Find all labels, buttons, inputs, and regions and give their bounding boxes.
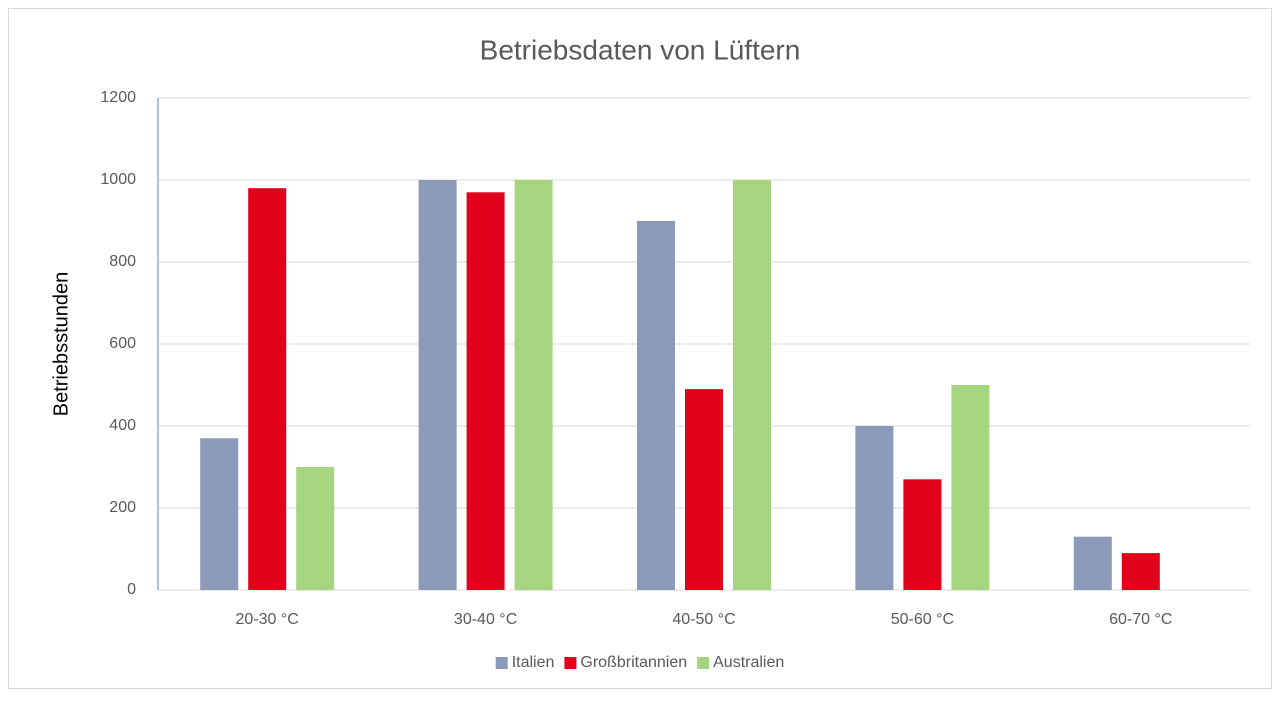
y-tick-label: 1200 bbox=[100, 89, 136, 106]
bar bbox=[637, 221, 675, 590]
bar bbox=[951, 385, 990, 590]
bar bbox=[733, 180, 771, 590]
x-tick-label: 40-50 °C bbox=[672, 611, 735, 628]
x-tick-label: 60-70 °C bbox=[1109, 611, 1172, 628]
y-tick-label: 200 bbox=[109, 499, 136, 516]
chart-title: Betriebsdaten von Lüftern bbox=[480, 34, 801, 65]
legend-label: Großbritannien bbox=[580, 654, 687, 671]
y-tick-label: 400 bbox=[109, 417, 136, 434]
bar bbox=[903, 479, 942, 590]
bar bbox=[418, 180, 457, 590]
bar bbox=[1121, 553, 1160, 590]
bar bbox=[1073, 536, 1112, 590]
legend-label: Australien bbox=[713, 654, 784, 671]
y-tick-label: 0 bbox=[127, 581, 136, 598]
bar bbox=[200, 438, 239, 590]
y-tick-label: 600 bbox=[109, 335, 136, 352]
bar bbox=[248, 188, 287, 590]
x-tick-label: 30-40 °C bbox=[454, 611, 517, 628]
legend-swatch bbox=[564, 657, 577, 669]
bar bbox=[296, 467, 335, 590]
legend-label: Italien bbox=[512, 654, 555, 671]
x-tick-label: 50-60 °C bbox=[891, 611, 954, 628]
x-tick-label: 20-30 °C bbox=[236, 611, 299, 628]
legend-swatch bbox=[495, 657, 508, 669]
bar bbox=[514, 180, 553, 590]
bar bbox=[685, 389, 723, 590]
y-tick-label: 1000 bbox=[100, 171, 136, 188]
bar bbox=[855, 426, 894, 590]
legend-swatch bbox=[697, 657, 710, 669]
y-tick-label: 800 bbox=[109, 253, 136, 270]
y-axis-label: Betriebsstunden bbox=[50, 272, 72, 417]
bar bbox=[466, 192, 505, 591]
